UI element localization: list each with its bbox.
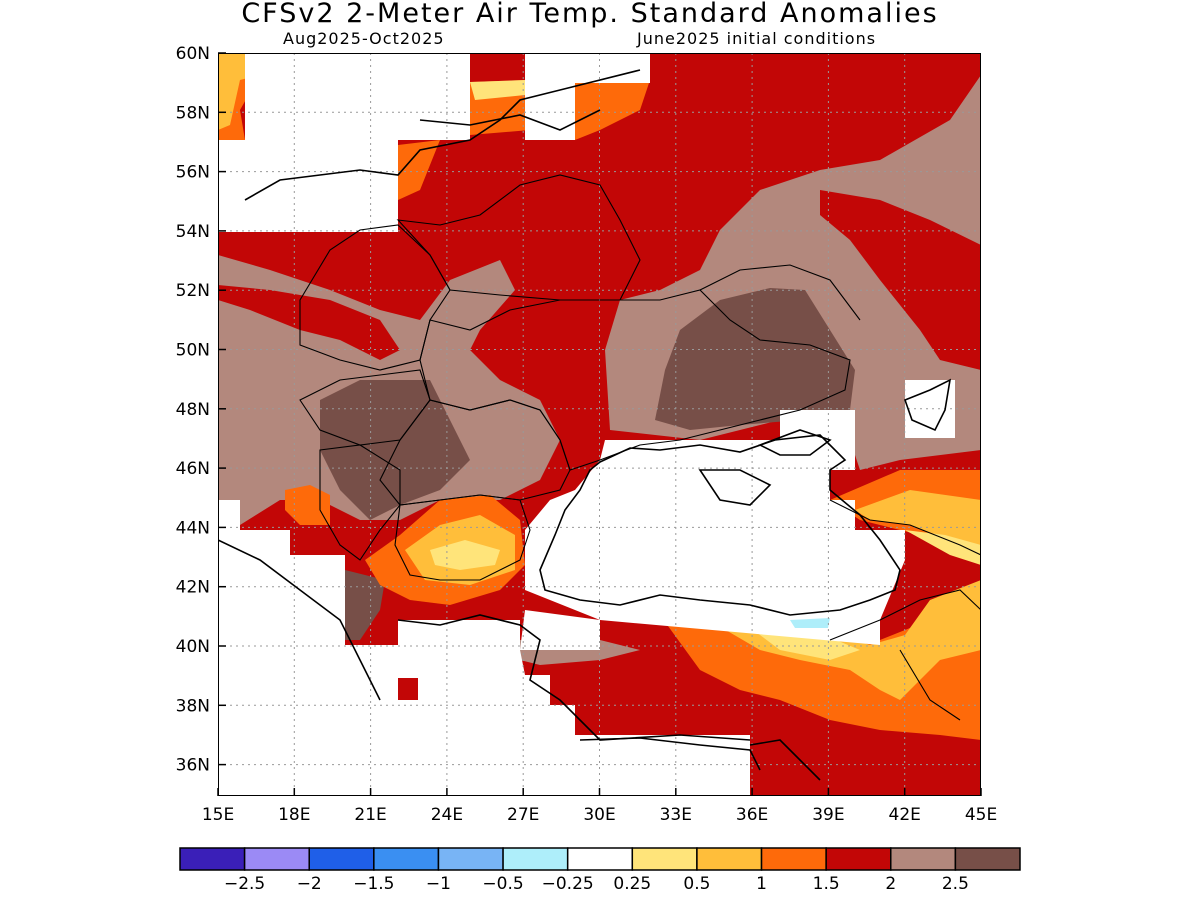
longitude-label: 24E [431, 805, 463, 825]
longitude-label: 30E [583, 805, 615, 825]
colorbar-swatch [502, 847, 569, 871]
latitude-label: 40N [176, 637, 210, 657]
longitude-labels: 15E 18E 21E 24E 27E 30E 33E 36E 39E 42E 45E [202, 805, 997, 825]
latitude-label: 50N [176, 341, 210, 361]
longitude-label: 42E [889, 805, 921, 825]
border-russia-ukraine-east [699, 264, 861, 321]
longitude-label: 18E [278, 805, 310, 825]
coastlines [218, 69, 952, 781]
latitude-label: 60N [176, 44, 210, 64]
latitude-labels: 60N 58N 56N 54N 52N 50N 48N 46N 44N 42N 40N 38N 36N [176, 44, 210, 776]
mask-caspian [905, 380, 955, 438]
forecast-period: Aug2025-Oct2025 [283, 29, 445, 48]
longitude-label: 15E [202, 805, 234, 825]
longitude-label: 33E [660, 805, 692, 825]
anomaly-region-greece-red [398, 678, 418, 700]
colorbar-label: 1 [756, 874, 767, 894]
border-turkey-east [829, 589, 981, 721]
colorbar-swatch [760, 847, 827, 871]
colorbar-swatch [825, 847, 892, 871]
anomaly-region-bulgaria-yellow [430, 540, 500, 570]
colorbar-swatch [566, 847, 634, 871]
border-caucasus [829, 499, 981, 556]
anomaly-region-baltic-yellow [470, 80, 525, 100]
longitude-label: 45E [965, 805, 997, 825]
border-poland [299, 224, 451, 371]
colorbar-label: 0.5 [683, 874, 710, 894]
latitude-label: 58N [176, 103, 210, 123]
caspian-coast [903, 378, 952, 432]
latitude-label: 56N [176, 163, 210, 183]
colorbar-swatch [437, 847, 504, 871]
latitude-label: 36N [176, 756, 210, 776]
latitude-label: 42N [176, 578, 210, 598]
colorbar-label: −2 [297, 874, 322, 894]
tick-marks [217, 52, 982, 796]
border-hungary [299, 369, 431, 446]
colorbar-label: 0.25 [613, 874, 651, 894]
colorbar-swatch [243, 847, 310, 871]
colorbar-label: −0.25 [542, 874, 594, 894]
anomaly-region-sw-corner-yellow [218, 53, 300, 130]
grid-lines [218, 53, 981, 796]
east-med-coast [749, 739, 821, 781]
anomaly-region-latvia-orange [398, 140, 440, 200]
anomaly-region-east-red-inset [820, 190, 981, 370]
colorbar-label: −0.5 [482, 874, 523, 894]
colorbar-swatch [890, 847, 957, 871]
latitude-label: 48N [176, 400, 210, 420]
longitude-label: 21E [354, 805, 386, 825]
colorbar-swatch [179, 847, 246, 871]
gulf-finland-coast [419, 109, 601, 131]
anomaly-region-west-dark-2 [345, 570, 385, 640]
latitude-label: 38N [176, 696, 210, 716]
border-belarus [396, 174, 641, 301]
mask-greece [218, 500, 750, 796]
colorbar-label: 1.5 [813, 874, 840, 894]
longitude-label: 39E [812, 805, 844, 825]
anomaly-region-caucasus-yellow [905, 530, 981, 565]
map-area [218, 53, 981, 796]
colorbar-swatch [954, 847, 1021, 871]
colorbar-label: −1.5 [353, 874, 394, 894]
crimea-coast [698, 469, 772, 506]
longitude-label: 36E [736, 805, 768, 825]
mask-scandinavia [218, 53, 470, 232]
anomaly-region-serbia-orange [285, 485, 330, 525]
adriatic-coast [218, 539, 381, 701]
colorbar-label: −2.5 [224, 874, 265, 894]
masked-regions [218, 53, 955, 796]
latitude-label: 54N [176, 222, 210, 242]
border-romania [379, 399, 571, 506]
colorbar-swatch [631, 847, 698, 871]
border-serbia [319, 444, 401, 561]
latitude-label: 44N [176, 518, 210, 538]
colorbar-label: 2 [885, 874, 896, 894]
longitude-label: 27E [507, 805, 539, 825]
colorbar-labels: −2.5 −2 −1.5 −1 −0.5 −0.25 0.25 0.5 1 1.5 2 2.5 [224, 874, 969, 894]
colorbar-swatch [373, 847, 440, 871]
anomaly-region-east-dark [655, 288, 855, 430]
initial-conditions: June2025 initial conditions [637, 29, 877, 48]
latitude-label: 46N [176, 459, 210, 479]
anomaly-light-blue-spot [790, 618, 830, 628]
anomaly-region-west-red-gap [218, 285, 400, 360]
colorbar-label: −1 [426, 874, 451, 894]
latitude-label: 52N [176, 281, 210, 301]
turkey-south-coast [579, 737, 761, 771]
anomaly-region-finland-orange [575, 80, 650, 140]
colorbar-swatch [308, 847, 375, 871]
anomaly-region-caucasus-amber [855, 490, 981, 545]
baltic-coast [244, 69, 641, 201]
colorbar [179, 847, 1021, 871]
border-bulgaria [394, 494, 531, 581]
colorbar-swatch [696, 847, 763, 871]
country-borders [299, 174, 981, 721]
map-title: CFSv2 2-Meter Air Temp. Standard Anomali… [241, 0, 939, 29]
colorbar-label: 2.5 [942, 874, 969, 894]
sea-of-azov-coast [758, 429, 832, 456]
